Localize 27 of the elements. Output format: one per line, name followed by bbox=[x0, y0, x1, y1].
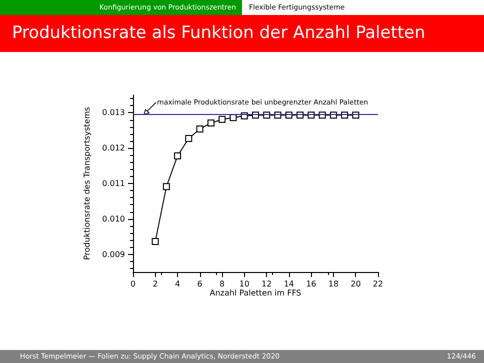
x-tick-label: 16 bbox=[306, 280, 316, 288]
x-tick-label: 10 bbox=[239, 280, 250, 288]
chart-title: Produktionsrate als Funktion der Anzahl Paletten bbox=[12, 23, 426, 43]
x-tick-label: 20 bbox=[350, 280, 361, 288]
x-tick-label: 2 bbox=[152, 280, 158, 288]
point bbox=[162, 183, 170, 190]
point bbox=[152, 238, 159, 246]
y-tick-label: 0.012 bbox=[102, 144, 125, 153]
y-tick-label: 0.009 bbox=[102, 250, 125, 259]
x-tick-label: 6 bbox=[197, 280, 202, 288]
point bbox=[207, 119, 214, 126]
x-tick-label: 8 bbox=[220, 280, 225, 288]
y-tick-label: 0.011 bbox=[102, 179, 125, 188]
point bbox=[185, 135, 192, 142]
x-tick-label: 12 bbox=[262, 280, 272, 288]
x-tick-label: 4 bbox=[175, 280, 180, 288]
x-tick-label: 18 bbox=[328, 280, 339, 288]
point bbox=[218, 116, 226, 123]
x-tick-label: 14 bbox=[284, 280, 294, 288]
x-tick-label: 0 bbox=[130, 280, 136, 288]
y-axis-title: Produktionsrate des Transportsystems bbox=[82, 106, 92, 260]
x-axis-title: Anzahl Paletten im FFS bbox=[210, 288, 302, 298]
y-tick-label: 0.013 bbox=[102, 108, 125, 118]
point bbox=[174, 152, 182, 160]
y-tick-label: 0.010 bbox=[102, 214, 125, 224]
point bbox=[196, 125, 204, 132]
x-tick-label: 22 bbox=[372, 280, 384, 288]
